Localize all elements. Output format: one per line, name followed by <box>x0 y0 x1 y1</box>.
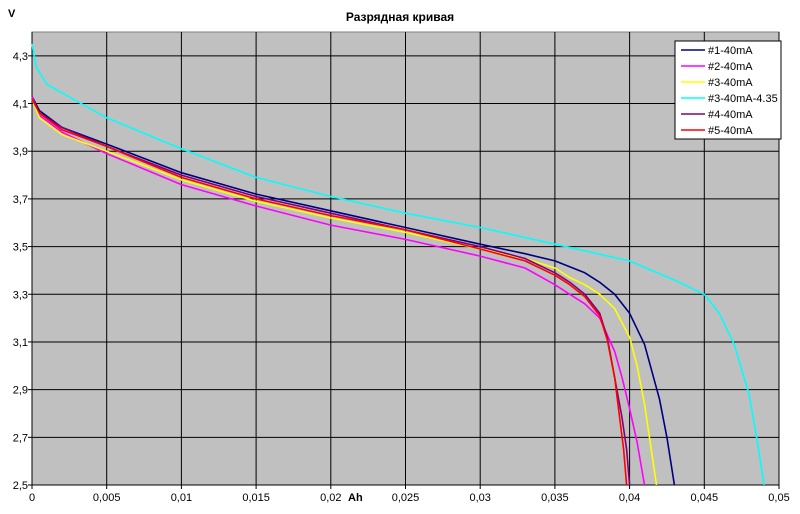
x-tick-label: 0,045 <box>691 492 719 504</box>
x-axis: 0 0,005 0,01 0,015 0,02 0,025 0,03 0,035 0,04 0,0… <box>29 485 790 504</box>
series-line-3-40mA-4-35 <box>31 43 765 486</box>
y-tick-label: 3,3 <box>13 289 28 301</box>
x-tick-label: 0,01 <box>171 492 192 504</box>
x-tick-label: 0,015 <box>242 492 270 504</box>
y-tick-label: 2,9 <box>13 385 28 397</box>
y-axis: 2,5 2,7 2,9 3,1 3,3 3,5 3,7 3,9 4,1 4,3 <box>13 51 32 492</box>
y-tick-label: 3,7 <box>13 194 28 206</box>
y-tick-label: 3,9 <box>13 146 28 158</box>
legend-label: #4-40mA <box>708 109 753 121</box>
series-line-5-40mA <box>31 98 628 486</box>
y-tick-label: 4,3 <box>13 51 28 63</box>
x-tick-label: 0,005 <box>93 492 121 504</box>
series-line-2-40mA <box>31 96 646 486</box>
x-axis-label: Ah <box>348 492 363 504</box>
chart-title: Разрядная кривая <box>346 10 454 24</box>
legend: #1-40mA #2-40mA #3-40mA #3-40mA-4.35 #4-40mA… <box>674 40 782 140</box>
y-tick-label: 3,1 <box>13 337 28 349</box>
y-tick-label: 4,1 <box>13 99 28 111</box>
y-tick-label: 3,5 <box>13 242 28 254</box>
x-tick-label: 0,04 <box>619 492 640 504</box>
y-axis-label: V <box>8 8 16 20</box>
x-tick-label: 0,025 <box>392 492 420 504</box>
legend-label: #3-40mA-4.35 <box>708 93 778 105</box>
legend-label: #3-40mA <box>708 77 753 89</box>
x-tick-label: 0,03 <box>469 492 490 504</box>
y-tick-label: 2,7 <box>13 432 28 444</box>
legend-box <box>674 40 782 140</box>
legend-label: #2-40mA <box>708 61 753 73</box>
x-tick-label: 0,035 <box>541 492 569 504</box>
x-tick-label: 0,05 <box>768 492 789 504</box>
series-line-1-40mA <box>31 96 676 486</box>
x-tick-label: 0 <box>29 492 35 504</box>
y-tick-label: 2,5 <box>13 480 28 492</box>
x-tick-label: 0,02 <box>320 492 341 504</box>
legend-label: #5-40mA <box>708 125 753 137</box>
series-lines <box>31 43 765 486</box>
legend-label: #1-40mA <box>708 45 753 57</box>
